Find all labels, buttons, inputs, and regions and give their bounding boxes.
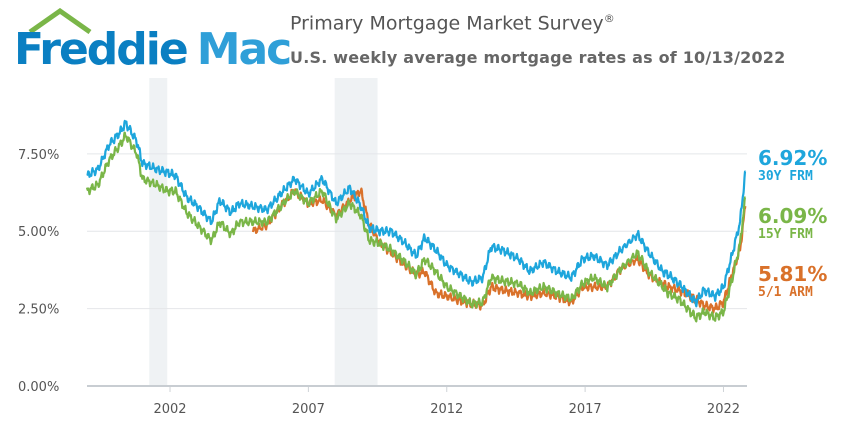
page-subtitle: U.S. weekly average mortgage rates as of… [290, 48, 786, 67]
series-lines [85, 119, 747, 323]
freddie-mac-logo: Freddie Mac [14, 8, 292, 75]
recession-bands [149, 78, 378, 386]
y-tick-label: 7.50% [18, 148, 59, 163]
y-axis-tick-labels: 0.00% 2.50% 5.00% 7.50% [18, 148, 59, 395]
logo-word-mac: Mac [196, 24, 293, 75]
x-tick-label: 2007 [292, 402, 325, 417]
x-tick-label: 2022 [707, 402, 740, 417]
rate-label-arm: 5/1 ARM [758, 285, 813, 300]
house-roof-icon [28, 8, 92, 34]
x-axis-tick-labels: 2002 2007 2012 2017 2022 [153, 386, 740, 417]
rate-value-15y: 6.09% [758, 204, 828, 228]
x-tick-label: 2017 [569, 402, 602, 417]
y-tick-label: 0.00% [18, 380, 59, 395]
latest-rate-arm: 5.81% 5/1 ARM [758, 263, 827, 300]
mortgage-rate-chart: 0.00% 2.50% 5.00% 7.50% 2002 2007 2012 2017 202… [18, 78, 747, 417]
recession-band-1 [149, 78, 168, 386]
x-tick-label: 2002 [153, 402, 186, 417]
x-tick-label: 2012 [430, 402, 463, 417]
rate-label-15y: 15Y FRM [758, 227, 813, 242]
latest-rate-30y: 6.92% 30Y FRM [758, 147, 827, 184]
series-line-30y-frm [86, 119, 747, 308]
rate-value-arm: 5.81% [758, 262, 828, 286]
y-tick-label: 2.50% [18, 303, 59, 318]
logo-word-freddie: Freddie [14, 24, 189, 75]
page-title: Primary Mortgage Market Survey® [290, 12, 615, 34]
logo-wordmark: Freddie Mac [14, 24, 293, 76]
series-line-15y-frm [85, 131, 747, 323]
rate-value-30y: 6.92% [758, 146, 828, 170]
y-tick-label: 5.00% [18, 225, 59, 240]
latest-rate-15y: 6.09% 15Y FRM [758, 205, 827, 242]
rate-label-30y: 30Y FRM [758, 169, 813, 184]
gridlines [87, 153, 747, 310]
title-text: Primary Mortgage Market Survey [290, 12, 604, 35]
registered-mark: ® [603, 12, 615, 25]
